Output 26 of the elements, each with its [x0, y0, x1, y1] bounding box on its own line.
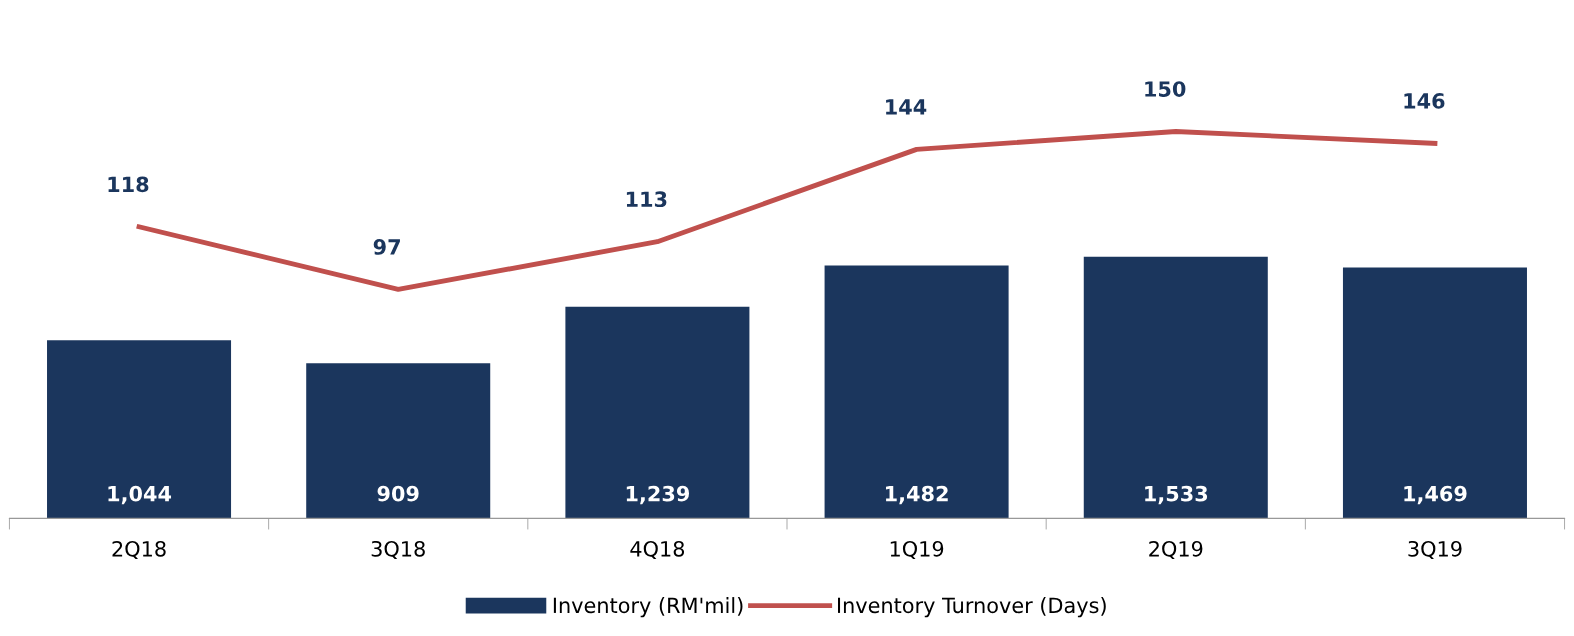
bar	[824, 265, 1009, 519]
data-label: 113	[626, 191, 667, 208]
bar	[47, 340, 232, 519]
x-tick-label: 3Q18	[371, 540, 425, 560]
x-tick-label: 4Q18	[630, 540, 685, 560]
data-label: 909	[377, 485, 419, 502]
data-label: 1,044	[108, 485, 172, 505]
data-label: 97	[373, 239, 400, 255]
bar	[1342, 267, 1527, 519]
data-label: 146	[1404, 93, 1445, 109]
bar	[1083, 256, 1268, 519]
data-label: 118	[108, 176, 149, 193]
legend-label: Inventory (RM'mil)	[553, 597, 743, 618]
x-tick-label: 2Q18	[112, 540, 166, 560]
legend-label: Inventory Turnover (Days)	[837, 597, 1106, 618]
x-tick-label: 1Q19	[890, 540, 944, 560]
data-label: 1,469	[1404, 485, 1467, 505]
data-label: 1,533	[1145, 485, 1208, 505]
bar	[306, 363, 491, 519]
data-label: 1,482	[886, 485, 948, 505]
bar	[565, 306, 750, 519]
x-tick-label: 2Q19	[1149, 540, 1203, 560]
data-label: 150	[1145, 81, 1186, 97]
data-label: 144	[886, 99, 927, 115]
x-tick-label: 3Q19	[1408, 540, 1462, 560]
data-label: 1,239	[626, 485, 690, 505]
